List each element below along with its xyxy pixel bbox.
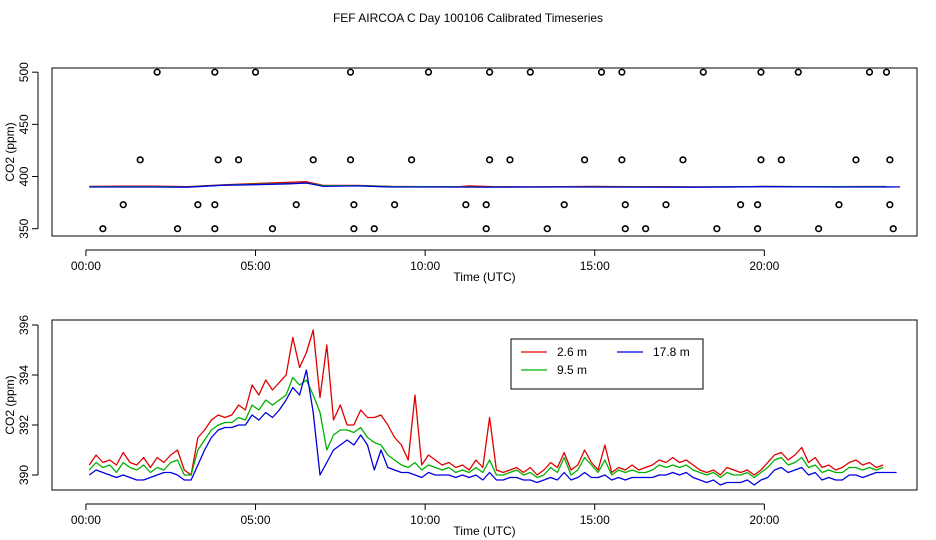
flag-marker	[737, 201, 745, 209]
x-tick-label: 05:00	[241, 513, 271, 527]
bottom-panel: 00:00 05:00 10:00 15:00 20:00 Time (UTC) 390 39…	[3, 315, 918, 538]
series-line-17-8-m	[88, 369, 897, 486]
flag-marker	[350, 201, 358, 209]
flag-marker	[136, 156, 144, 164]
y-axis-label: CO2 (ppm)	[3, 122, 17, 181]
flag-marker	[346, 68, 355, 76]
flag-marker	[99, 225, 107, 233]
x-axis-label: Time (UTC)	[453, 270, 515, 284]
flag-marker	[214, 156, 222, 164]
flag-marker	[462, 201, 470, 209]
flag-marker	[268, 225, 277, 233]
y-tick-label: 400	[17, 166, 31, 186]
flag-marker	[757, 68, 765, 76]
flag-marker	[194, 201, 202, 209]
y-tick-label: 350	[17, 218, 31, 238]
flag-marker	[580, 156, 589, 164]
y-tick-label: 394	[17, 365, 31, 385]
flag-marker	[662, 201, 670, 209]
x-tick-label: 20:00	[749, 259, 779, 273]
x-tick-label: 10:00	[410, 513, 440, 527]
flag-marker	[597, 68, 606, 76]
flag-marker	[485, 68, 494, 76]
x-tick-label: 10:00	[410, 259, 440, 273]
x-tick-label: 20:00	[749, 513, 779, 527]
flag-marker	[794, 68, 802, 76]
flag-marker	[618, 156, 626, 164]
flag-marker	[699, 68, 707, 76]
flag-marker	[211, 201, 219, 209]
flag-marker	[424, 68, 433, 76]
legend-label: 2.6 m	[557, 345, 587, 359]
flag-marker	[485, 156, 494, 164]
flag-marker	[211, 68, 219, 76]
flag-marker	[346, 156, 355, 164]
flag-marker	[889, 225, 897, 233]
flag-marker	[211, 225, 219, 233]
flag-marker	[815, 225, 823, 233]
chart-title: FEF AIRCOA C Day 100106 Calibrated Times…	[333, 11, 603, 25]
y-tick-label: 392	[17, 415, 31, 435]
flag-marker	[482, 225, 490, 233]
x-tick-label: 15:00	[580, 513, 610, 527]
flag-marker	[865, 68, 874, 76]
series-line-17-8-m	[89, 182, 901, 188]
flag-marker	[119, 201, 127, 209]
flag-marker	[679, 156, 687, 164]
flag-marker	[757, 156, 765, 164]
y-tick-label: 450	[17, 114, 31, 134]
flag-marker	[618, 68, 626, 76]
flag-marker	[234, 156, 243, 164]
legend-label: 17.8 m	[653, 345, 690, 359]
flag-marker	[407, 156, 416, 164]
flag-marker	[560, 201, 568, 209]
flag-marker	[391, 201, 399, 209]
plot-frame	[51, 319, 918, 491]
legend-label: 9.5 m	[557, 363, 587, 377]
x-tick-label: 05:00	[241, 259, 271, 273]
x-tick-label: 00:00	[71, 513, 101, 527]
series-line-2-6-m	[88, 329, 884, 476]
flag-marker	[753, 201, 762, 209]
flag-marker	[621, 225, 629, 233]
flag-marker	[543, 225, 551, 233]
legend-box	[510, 338, 704, 390]
flag-marker	[621, 201, 629, 209]
flag-marker	[506, 156, 514, 164]
y-tick-label: 500	[17, 62, 31, 82]
flag-marker	[713, 225, 721, 233]
series-line-9-5-m	[88, 376, 884, 479]
flag-marker	[153, 68, 161, 76]
x-axis-label: Time (UTC)	[453, 524, 515, 538]
flag-marker	[251, 68, 260, 76]
top-panel: 00:00 05:00 10:00 15:00 20:00 Time (UTC) 350 40…	[3, 62, 918, 284]
flag-marker	[852, 156, 860, 164]
flag-marker	[753, 225, 762, 233]
y-axis-label: CO2 (ppm)	[3, 375, 17, 434]
flag-marker	[886, 201, 894, 209]
x-tick-label: 15:00	[580, 259, 610, 273]
flag-marker	[292, 201, 300, 209]
x-tick-label: 00:00	[71, 259, 101, 273]
flag-marker	[642, 225, 650, 233]
y-tick-label: 390	[17, 465, 31, 485]
flag-marker	[886, 156, 894, 164]
y-tick-label: 396	[17, 315, 31, 335]
flag-marker	[526, 68, 534, 76]
flag-marker	[370, 225, 378, 233]
flag-marker	[173, 225, 182, 233]
flag-marker	[350, 225, 358, 233]
flag-marker	[309, 156, 317, 164]
flag-marker	[835, 201, 843, 209]
plot-frame	[51, 67, 918, 237]
flag-marker	[482, 201, 490, 209]
flag-marker	[882, 68, 891, 76]
flag-marker	[777, 156, 785, 164]
